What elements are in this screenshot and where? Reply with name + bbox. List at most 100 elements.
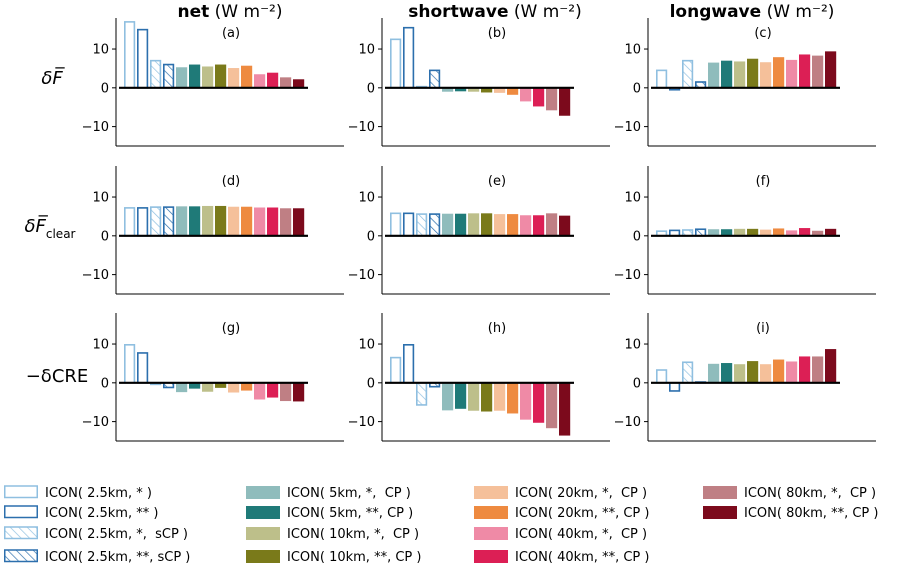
bar-6 — [202, 382, 214, 392]
legend-item: ICON( 40km, **, CP ) — [474, 550, 649, 565]
y-tick-label: 0 — [101, 376, 109, 391]
bar-11 — [799, 356, 811, 383]
bar-8 — [228, 206, 240, 236]
legend-item: ICON( 5km, **, CP ) — [246, 506, 413, 521]
legend-label: ICON( 2.5km, ** ) — [45, 506, 158, 521]
bar-8 — [494, 87, 506, 93]
legend-item: ICON( 10km, **, CP ) — [246, 550, 421, 565]
bar-6 — [734, 364, 746, 383]
bar-7 — [747, 228, 759, 236]
legend-label: ICON( 20km, *, CP ) — [515, 486, 647, 501]
bar-13 — [293, 382, 305, 402]
bar-7 — [481, 213, 493, 236]
legend-item: ICON( 20km, *, CP ) — [474, 486, 647, 501]
bar-8 — [494, 382, 506, 411]
y-tick-label: 10 — [624, 338, 641, 353]
bar-10 — [254, 382, 266, 400]
y-tick-label: 0 — [101, 229, 109, 244]
y-tick-label: 10 — [92, 43, 109, 58]
bar-1 — [402, 212, 415, 237]
bar-9 — [773, 359, 785, 383]
bar-9 — [241, 65, 253, 88]
bar-13 — [825, 51, 837, 88]
legend-label: ICON( 2.5km, *, sCP ) — [45, 527, 188, 542]
bar-0 — [389, 38, 402, 89]
bar-6 — [202, 205, 214, 236]
bar-7 — [215, 382, 227, 388]
bar-3 — [428, 213, 441, 237]
panel-8: −10 0 10 (i) — [614, 313, 876, 442]
bar-12 — [546, 382, 558, 429]
y-tick-label: −10 — [614, 415, 641, 430]
bar-1 — [137, 28, 149, 89]
legend-item: ICON( 40km, *, CP ) — [474, 527, 647, 542]
bar-6 — [202, 66, 214, 88]
bar-9 — [241, 382, 253, 391]
legend-swatch — [703, 506, 737, 519]
legend-swatch — [474, 550, 508, 563]
bar-0 — [124, 207, 136, 237]
legend-swatch — [474, 527, 508, 540]
bar-6 — [734, 61, 746, 88]
y-tick-label: 10 — [92, 338, 109, 353]
bar-7 — [481, 382, 493, 412]
y-tick-label: 0 — [633, 376, 641, 391]
bar-5 — [189, 382, 201, 389]
bar-2 — [681, 59, 694, 89]
legend-item: ICON( 2.5km, *, sCP ) — [4, 526, 188, 542]
legend-label: ICON( 5km, *, CP ) — [287, 486, 411, 501]
panel-0: −10 0 10 (a) — [82, 18, 344, 147]
bar-12 — [812, 356, 824, 383]
bar-12 — [812, 55, 824, 88]
bar-10 — [520, 382, 532, 420]
y-tick-label: −10 — [614, 268, 641, 283]
legend-swatch — [246, 506, 280, 519]
panel-label: (b) — [488, 26, 506, 41]
legend-label: ICON( 2.5km, * ) — [45, 486, 152, 501]
bar-8 — [228, 68, 240, 88]
bar-1 — [402, 26, 415, 89]
bar-5 — [721, 229, 733, 236]
bar-11 — [267, 72, 279, 88]
row-label-cre: −δCRE — [26, 366, 89, 387]
legend-swatch — [246, 527, 280, 540]
bar-6 — [468, 213, 480, 236]
bar-10 — [786, 59, 798, 88]
y-tick-label: 10 — [358, 338, 375, 353]
bar-10 — [520, 215, 532, 236]
bar-10 — [786, 361, 798, 383]
bar-11 — [799, 54, 811, 88]
bar-7 — [747, 58, 759, 88]
bar-11 — [533, 215, 545, 236]
bar-3 — [163, 206, 175, 237]
panel-label: (h) — [488, 321, 506, 336]
y-tick-label: 10 — [624, 43, 641, 58]
y-tick-label: −10 — [82, 120, 109, 135]
bar-13 — [559, 87, 571, 116]
y-tick-label: −10 — [614, 120, 641, 135]
bar-9 — [507, 87, 519, 95]
bar-1 — [668, 382, 681, 392]
legend-label: ICON( 40km, *, CP ) — [515, 527, 647, 542]
bar-13 — [559, 215, 571, 236]
y-tick-label: 0 — [367, 229, 375, 244]
bar-1 — [137, 352, 149, 384]
legend-label: ICON( 80km, *, CP ) — [744, 486, 876, 501]
panel-3: −10 0 10 (d) — [82, 166, 344, 295]
panel-2: −10 0 10 (c) — [614, 18, 876, 147]
bar-0 — [389, 356, 402, 384]
bar-10 — [254, 74, 266, 88]
bar-9 — [773, 228, 785, 236]
bar-4 — [442, 213, 454, 236]
y-tick-label: 0 — [633, 229, 641, 244]
bar-13 — [293, 79, 305, 88]
bar-10 — [254, 207, 266, 236]
bar-0 — [124, 344, 136, 384]
bar-4 — [708, 363, 720, 383]
y-tick-label: −10 — [348, 415, 375, 430]
legend-item: ICON( 10km, *, CP ) — [246, 527, 419, 542]
y-tick-label: 10 — [358, 43, 375, 58]
panel-label: (f) — [756, 174, 771, 189]
bar-4 — [442, 382, 454, 411]
